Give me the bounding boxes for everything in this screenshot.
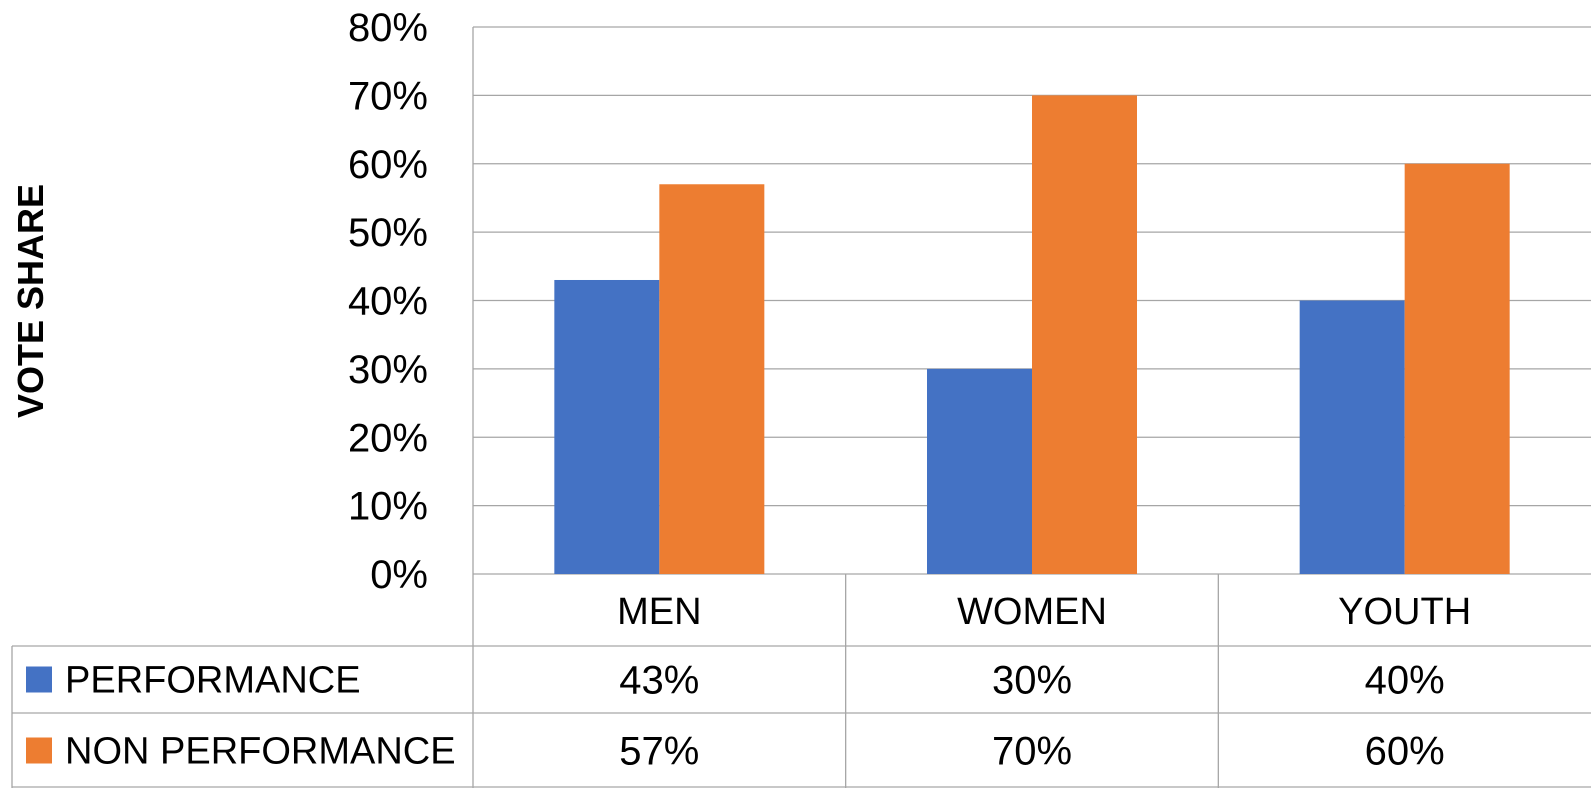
category-label: YOUTH bbox=[1338, 591, 1471, 633]
data-table-value: 60% bbox=[1365, 730, 1445, 774]
y-tick-label: 30% bbox=[348, 348, 428, 392]
y-tick-label: 40% bbox=[348, 280, 428, 324]
y-tick-label: 80% bbox=[348, 6, 428, 50]
data-table-value: 30% bbox=[992, 659, 1072, 703]
category-label: WOMEN bbox=[957, 591, 1107, 633]
y-axis-ticks: 0% 10% 20% 30% 40% 50% 60% 70% 80% bbox=[348, 6, 428, 597]
y-tick-label: 20% bbox=[348, 416, 428, 460]
legend-swatch bbox=[26, 666, 52, 693]
bar-non-performance-men bbox=[659, 184, 765, 574]
legend-label: NON PERFORMANCE bbox=[65, 731, 456, 773]
legend-label: PERFORMANCE bbox=[65, 660, 361, 702]
y-tick-label: 0% bbox=[370, 553, 428, 597]
bar-performance-men bbox=[554, 279, 660, 574]
y-axis-label: VOTE SHARE bbox=[10, 184, 51, 418]
bar-non-performance-women bbox=[1032, 95, 1137, 574]
y-tick-label: 70% bbox=[348, 74, 428, 118]
legend-swatch bbox=[26, 737, 52, 764]
data-table-value: 40% bbox=[1365, 659, 1445, 703]
bar-non-performance-youth bbox=[1404, 163, 1510, 574]
bars bbox=[554, 95, 1510, 574]
data-table-value: 57% bbox=[619, 730, 699, 774]
data-table: MEN WOMEN YOUTH PERFORMANCE 43% 30% 40% NON PER… bbox=[11, 574, 1591, 788]
bar-performance-youth bbox=[1299, 300, 1405, 574]
y-tick-label: 10% bbox=[348, 485, 428, 529]
y-tick-label: 50% bbox=[348, 211, 428, 255]
bar-performance-women bbox=[927, 368, 1032, 574]
category-label: MEN bbox=[617, 591, 701, 633]
y-tick-label: 60% bbox=[348, 143, 428, 187]
data-table-value: 70% bbox=[992, 730, 1072, 774]
data-table-value: 43% bbox=[619, 659, 699, 703]
